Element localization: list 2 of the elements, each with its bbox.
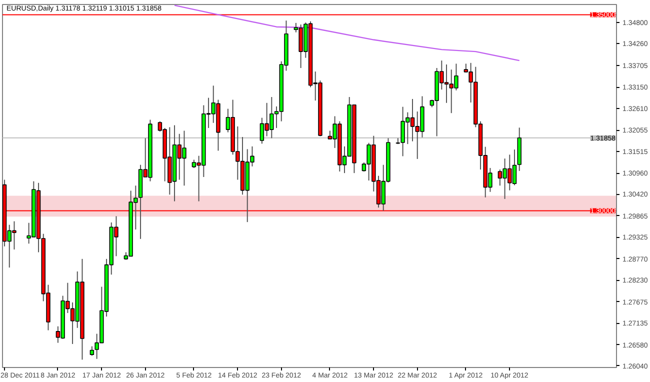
line-series [174,4,520,62]
candlestick [90,346,94,356]
